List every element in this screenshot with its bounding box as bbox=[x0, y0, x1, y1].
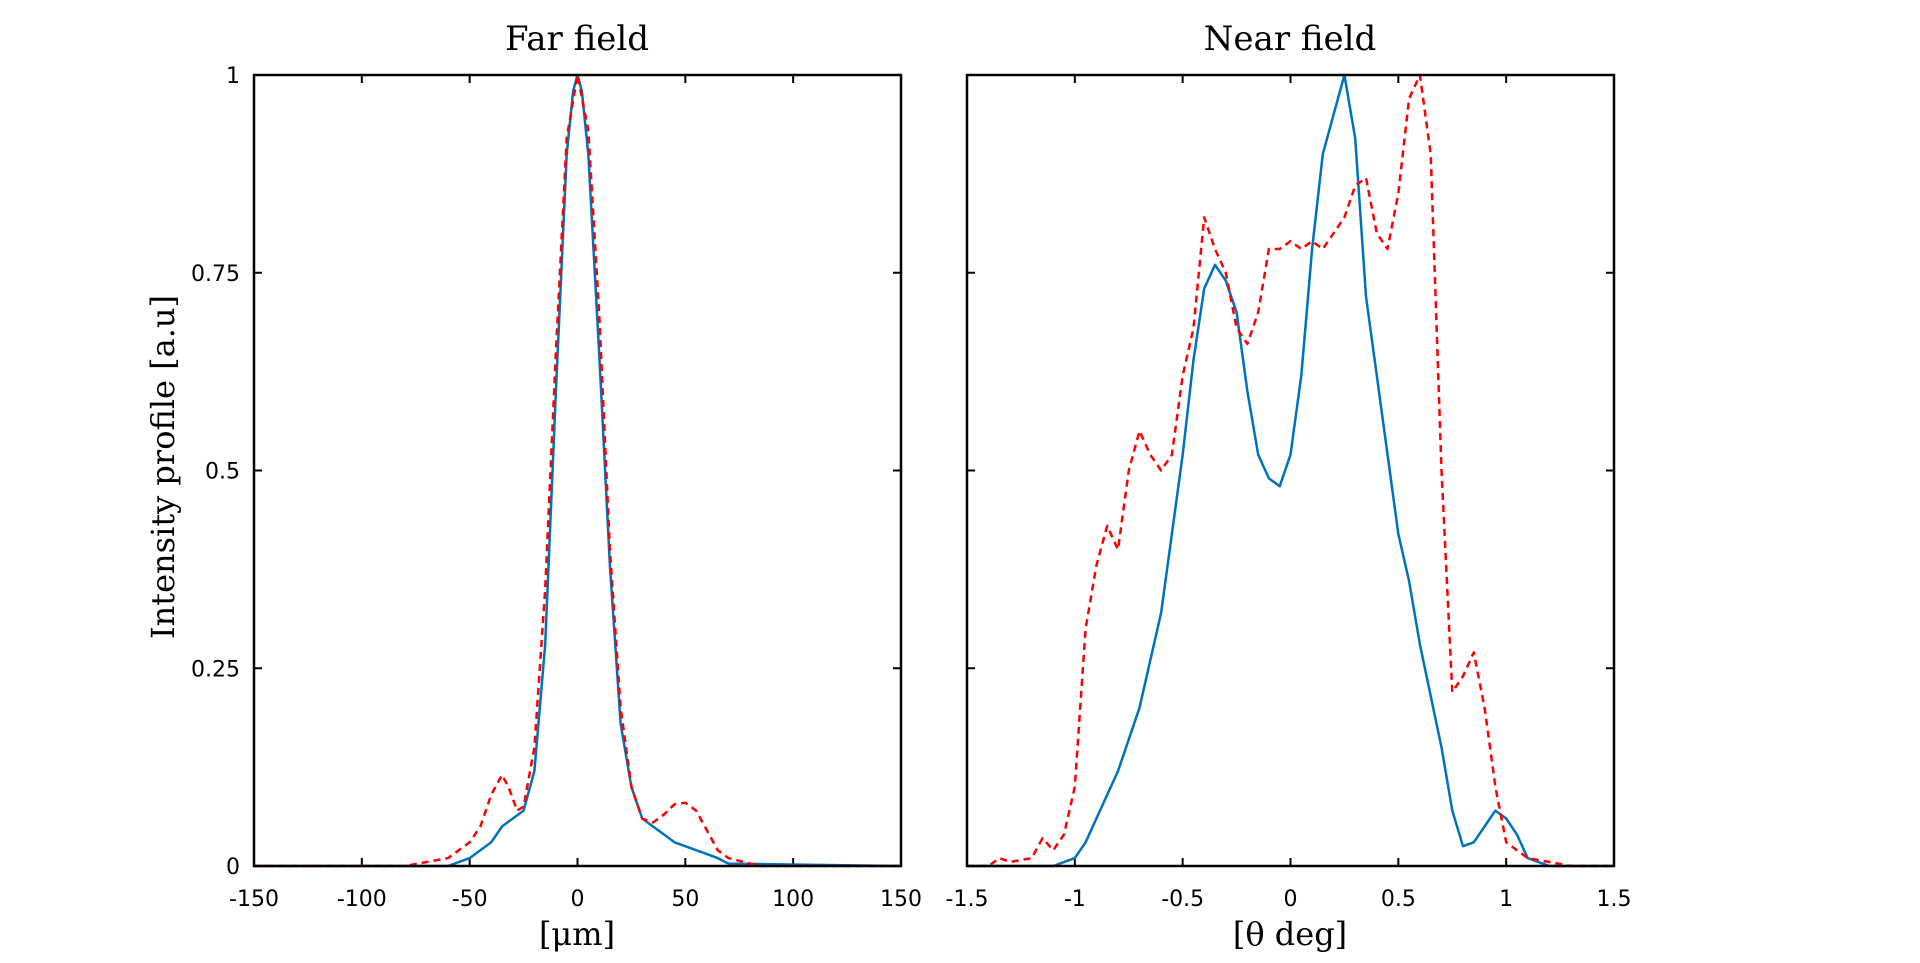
far-field-xtick-label: 0 bbox=[571, 887, 585, 912]
near-field-xtick-label: 1 bbox=[1499, 887, 1513, 912]
near-field-series-measured bbox=[967, 73, 1614, 868]
far-field-series-simulated bbox=[254, 73, 901, 868]
far-field-xtick-label: -50 bbox=[452, 887, 488, 912]
near-field-xtick-label: -1 bbox=[1064, 887, 1086, 912]
far-field-xtick-label: 50 bbox=[671, 887, 699, 912]
near-field-xtick-label: -1.5 bbox=[946, 887, 989, 912]
far-field-xlabel: [μm] bbox=[539, 915, 615, 953]
far-field-ytick-label: 0.75 bbox=[191, 262, 240, 287]
near-field-xtick-label: 0 bbox=[1284, 887, 1298, 912]
near-field-xtick-label: -0.5 bbox=[1161, 887, 1204, 912]
far-field-axes-frame bbox=[252, 73, 903, 868]
far-field-xtick-label: 150 bbox=[880, 887, 922, 912]
near-field-ticks: -1.5 -1 -0.5 0 0.5 1 1.5 bbox=[946, 74, 1632, 912]
near-field-title: Near field bbox=[1204, 19, 1377, 59]
far-field-ytick-label: 1 bbox=[226, 64, 240, 89]
near-field-lines bbox=[967, 73, 1614, 868]
near-field-axes-frame bbox=[965, 73, 1616, 868]
near-field-xtick-label: 1.5 bbox=[1597, 887, 1632, 912]
near-field-xtick-label: 0.5 bbox=[1381, 887, 1416, 912]
far-field-ytick-label: 0.25 bbox=[191, 657, 240, 682]
far-field-xtick-label: -100 bbox=[337, 887, 387, 912]
far-field-ticks: -150 -100 -50 0 50 100 150 0 0.25 0.5 0.75 1 bbox=[191, 64, 922, 912]
far-field-lines bbox=[254, 73, 902, 868]
far-field-xtick-label: -150 bbox=[229, 887, 279, 912]
far-field-series-measured bbox=[254, 73, 902, 868]
near-field-xlabel: [θ deg] bbox=[1233, 915, 1347, 953]
far-field-ytick-label: 0.5 bbox=[205, 460, 240, 485]
far-field-title: Far field bbox=[505, 19, 649, 59]
far-field-xtick-label: 100 bbox=[772, 887, 814, 912]
far-field-ytick-label: 0 bbox=[226, 855, 240, 880]
near-field-panel: Near field [θ deg] -1.5 -1 -0.5 0 0.5 1 1.5 bbox=[946, 19, 1632, 953]
near-field-series-simulated bbox=[967, 73, 1614, 868]
far-field-panel: Far field [μm] Intensity profile [a.u] -… bbox=[144, 19, 922, 953]
y-axis-label: Intensity profile [a.u] bbox=[144, 295, 182, 639]
